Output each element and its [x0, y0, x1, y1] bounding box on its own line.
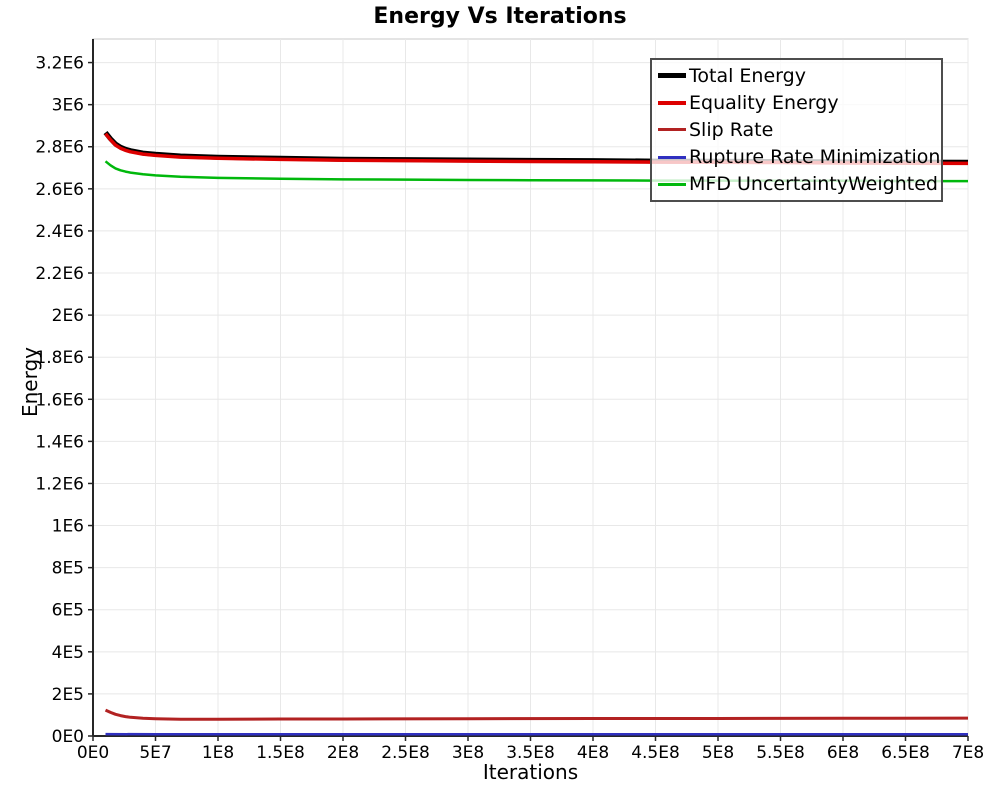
x-tick-label: 6E8: [827, 743, 859, 763]
legend-item-total-energy: Total Energy: [652, 62, 941, 89]
y-tick-label: 1E6: [52, 517, 84, 537]
legend-line-swatch: [658, 182, 686, 186]
x-axis-title: Iterations: [482, 760, 579, 784]
legend-item-label: Rupture Rate Minimization: [689, 146, 941, 169]
series-line-slip-rate: [104, 708, 969, 721]
legend: Total Energy Equality Energy Slip Rate R…: [650, 58, 943, 202]
x-tick-label: 2.5E8: [381, 743, 430, 763]
legend-item-mfd-uncertainty-weighted: MFD UncertaintyWeighted: [652, 171, 941, 198]
y-tick-label: 3E6: [52, 96, 84, 116]
x-tick-label: 7E8: [952, 743, 984, 763]
x-tick-label: 5E8: [702, 743, 734, 763]
y-tick-label: 8E5: [52, 559, 84, 579]
y-tick-label: 4E5: [52, 643, 84, 663]
x-tick-label: 1.5E8: [256, 743, 305, 763]
legend-line-swatch: [658, 128, 686, 132]
legend-line-swatch: [658, 155, 686, 159]
y-tick-label: 6E5: [52, 601, 84, 621]
y-tick-label: 2.2E6: [35, 264, 84, 284]
y-tick-label: 1.4E6: [35, 432, 84, 452]
y-tick-label: 1.8E6: [35, 348, 84, 368]
y-tick-label: 1.2E6: [35, 474, 84, 494]
y-tick-label: 2.8E6: [35, 138, 84, 158]
x-tick-label: 6.5E8: [881, 743, 930, 763]
x-tick-label: 4E8: [577, 743, 609, 763]
legend-line-swatch: [658, 100, 686, 105]
x-tick-label: 3.5E8: [506, 743, 555, 763]
y-tick-label: 2E6: [52, 306, 84, 326]
x-tick-label: 4.5E8: [631, 743, 680, 763]
x-tick-label: 2E8: [327, 743, 359, 763]
y-tick-label: 2.6E6: [35, 180, 84, 200]
x-tick-label: 5E7: [139, 743, 171, 763]
y-tick-label: 1.6E6: [35, 390, 84, 410]
legend-item-label: Equality Energy: [689, 91, 839, 114]
y-tick-label: 2.4E6: [35, 222, 84, 242]
legend-item-label: MFD UncertaintyWeighted: [689, 173, 938, 196]
x-tick-label: 1E8: [202, 743, 234, 763]
y-tick-label: 0E0: [52, 727, 84, 747]
x-tick-label: 3E8: [452, 743, 484, 763]
legend-line-swatch: [658, 73, 686, 79]
x-tick-label: 5.5E8: [756, 743, 805, 763]
y-tick-label: 2E5: [52, 685, 84, 705]
legend-item-slip-rate: Slip Rate: [652, 116, 941, 143]
chart-title: Energy Vs Iterations: [373, 4, 627, 29]
legend-item-label: Slip Rate: [689, 118, 774, 141]
legend-item-label: Total Energy: [689, 64, 806, 87]
y-axis-title: Energy: [18, 346, 42, 418]
x-tick-label: 0E0: [77, 743, 109, 763]
y-tick-label: 3.2E6: [35, 54, 84, 74]
legend-item-equality-energy: Equality Energy: [652, 89, 941, 116]
legend-item-rupture-rate-minimization: Rupture Rate Minimization: [652, 144, 941, 171]
